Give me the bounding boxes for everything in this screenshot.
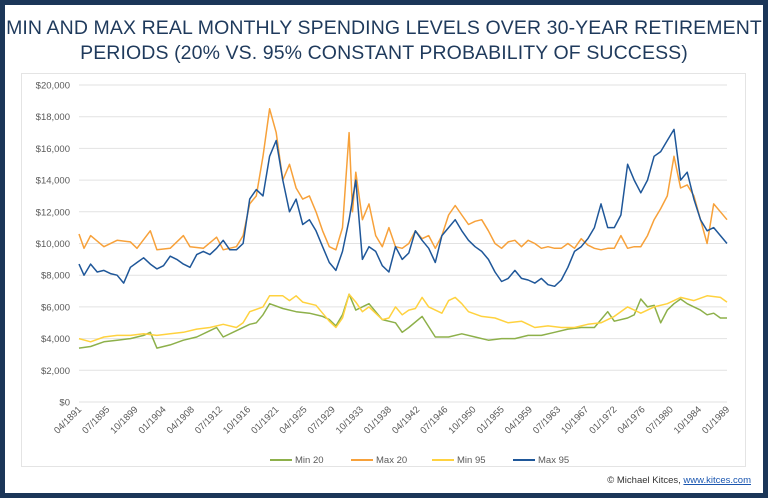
footer-credit: © Michael Kitces, www.kitces.com [607, 475, 751, 486]
x-tick-label: 10/1933 [334, 404, 366, 436]
legend-label: Min 20 [295, 455, 324, 466]
x-tick-label: 01/1921 [249, 404, 281, 436]
x-tick-label: 04/1976 [616, 404, 648, 436]
x-tick-label: 07/1963 [531, 404, 563, 436]
x-tick-label: 01/1955 [475, 404, 507, 436]
y-tick-label: $14,000 [36, 176, 70, 187]
x-tick-label: 10/1950 [446, 404, 478, 436]
x-tick-label: 04/1908 [165, 404, 197, 436]
series-line-min-95 [78, 293, 728, 343]
y-tick-label: $20,000 [36, 81, 70, 92]
copyright-text: © Michael Kitces, [607, 475, 684, 486]
x-tick-label: 10/1967 [559, 404, 591, 436]
x-tick-label: 07/1895 [80, 404, 112, 436]
legend-label: Max 20 [376, 455, 407, 466]
chart-title: MIN AND MAX REAL MONTHLY SPENDING LEVELS… [0, 16, 768, 66]
legend-label: Max 95 [538, 455, 569, 466]
title-line-2: PERIODS (20% VS. 95% CONSTANT PROBABILIT… [80, 42, 688, 64]
x-tick-label: 01/1989 [700, 404, 732, 436]
x-tick-label: 01/1972 [587, 404, 619, 436]
x-tick-label: 10/1899 [108, 404, 140, 436]
y-tick-label: $18,000 [36, 112, 70, 123]
x-tick-label: 07/1912 [193, 404, 225, 436]
x-tick-label: 10/1984 [672, 404, 704, 436]
x-tick-label: 10/1916 [221, 404, 253, 436]
chart-area [21, 73, 746, 467]
series-line-max-95 [78, 128, 728, 288]
chart-frame [5, 5, 763, 493]
y-tick-label: $4,000 [41, 334, 70, 345]
x-tick-label: 07/1946 [418, 404, 450, 436]
y-tick-label: $10,000 [36, 239, 70, 250]
x-tick-label: 04/1891 [52, 404, 84, 436]
y-tick-label: $6,000 [41, 302, 70, 313]
y-tick-label: $2,000 [41, 366, 70, 377]
x-tick-label: 01/1904 [137, 404, 169, 436]
x-tick-label: 04/1959 [503, 404, 535, 436]
y-tick-label: $16,000 [36, 144, 70, 155]
legend-label: Min 95 [457, 455, 486, 466]
kitces-link[interactable]: www.kitces.com [683, 475, 751, 486]
title-line-1: MIN AND MAX REAL MONTHLY SPENDING LEVELS… [6, 17, 762, 39]
x-tick-label: 01/1938 [362, 404, 394, 436]
y-tick-label: $12,000 [36, 207, 70, 218]
y-tick-label: $0 [59, 398, 70, 409]
series-line-max-20 [78, 108, 728, 251]
x-tick-label: 04/1942 [390, 404, 422, 436]
x-tick-label: 07/1929 [306, 404, 338, 436]
y-tick-label: $8,000 [41, 271, 70, 282]
series-line-min-20 [78, 293, 727, 349]
x-tick-label: 04/1925 [277, 404, 309, 436]
x-tick-label: 07/1980 [644, 404, 676, 436]
